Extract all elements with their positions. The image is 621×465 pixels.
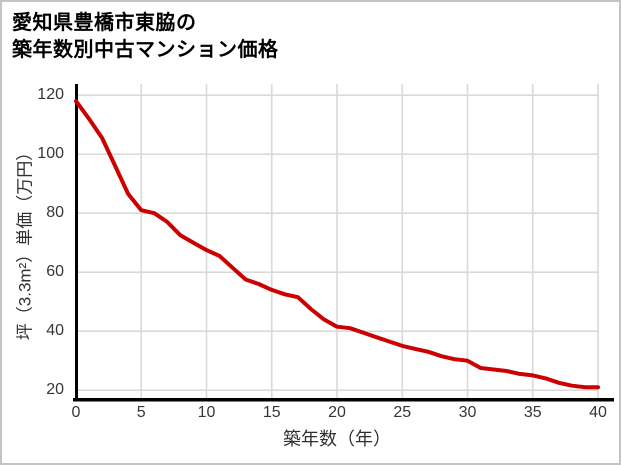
chart-title-line1: 愛知県豊橋市東脇の bbox=[12, 12, 197, 34]
y-axis-title: 坪（3.3m²）単価（万円） bbox=[15, 143, 35, 341]
x-tick-label: 0 bbox=[71, 404, 81, 421]
y-tick-label: 120 bbox=[37, 86, 64, 104]
y-tick-label: 40 bbox=[46, 322, 64, 340]
y-tick-label: 60 bbox=[46, 263, 64, 281]
x-tick-label: 15 bbox=[262, 404, 281, 421]
chart-title: 愛知県豊橋市東脇の 築年数別中古マンション価格 bbox=[12, 10, 279, 64]
x-tick-label: 40 bbox=[589, 404, 607, 421]
x-tick-label: 25 bbox=[393, 404, 412, 421]
x-tick-label: 35 bbox=[523, 404, 542, 421]
x-tick-label: 30 bbox=[458, 404, 477, 421]
x-tick-label: 20 bbox=[328, 404, 346, 421]
price-line-series bbox=[74, 99, 600, 390]
y-tick-label: 100 bbox=[37, 145, 64, 163]
y-tick-label: 20 bbox=[46, 381, 64, 399]
chart-title-line2: 築年数別中古マンション価格 bbox=[12, 39, 279, 61]
x-axis-title: 築年数（年） bbox=[283, 429, 391, 449]
y-tick-label: 80 bbox=[46, 204, 64, 222]
x-tick-label: 10 bbox=[197, 404, 216, 421]
x-tick-label: 5 bbox=[136, 404, 146, 421]
